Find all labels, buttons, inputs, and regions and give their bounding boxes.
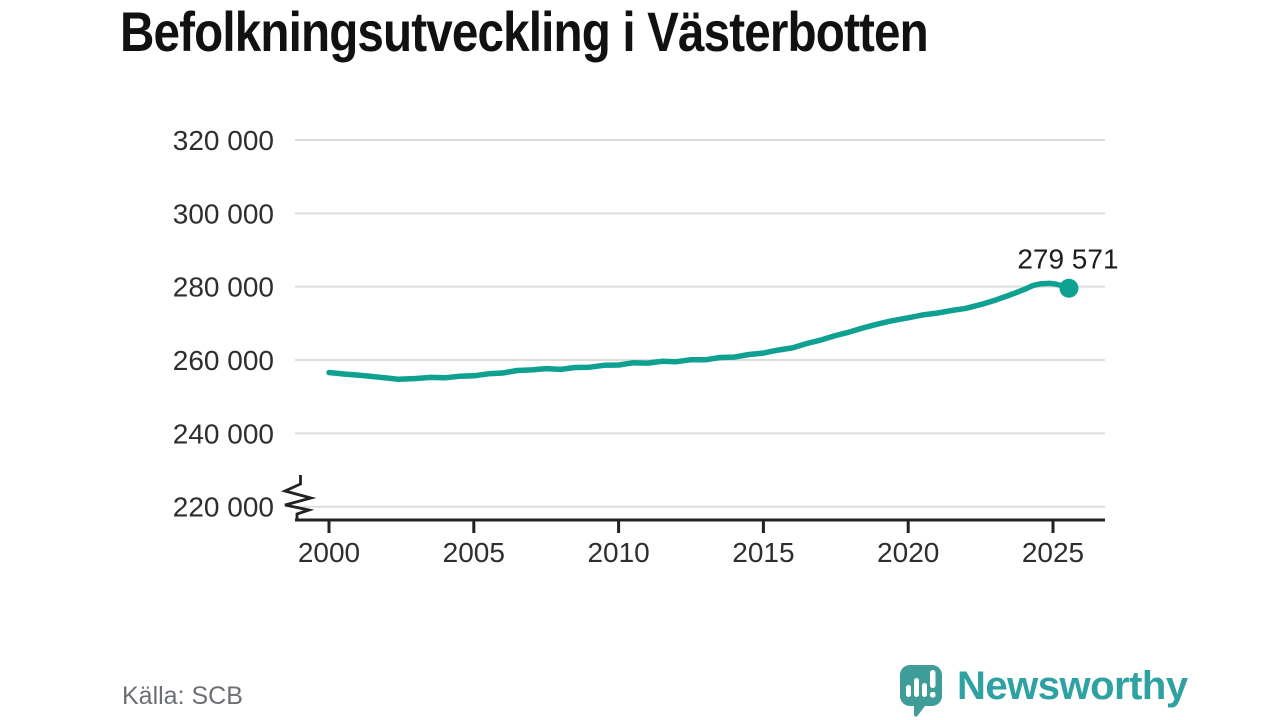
exclamation-glyph xyxy=(930,670,936,698)
end-value-label: 279 571 xyxy=(1017,243,1118,274)
source-note: Källa: SCB xyxy=(122,682,243,710)
newsworthy-logo: Newsworthy xyxy=(898,663,1188,720)
newsworthy-logo-icon xyxy=(900,665,942,717)
x-tick-label: 2010 xyxy=(587,537,649,568)
y-tick-label: 320 000 xyxy=(173,125,274,156)
y-tick-label: 220 000 xyxy=(173,492,274,523)
x-tick-label: 2000 xyxy=(298,537,360,568)
x-tick-label: 2005 xyxy=(443,537,505,568)
y-tick-label: 300 000 xyxy=(173,198,274,229)
newsworthy-wordmark: Newsworthy xyxy=(957,664,1188,708)
x-tick-label: 2025 xyxy=(1022,537,1084,568)
x-tick-label: 2015 xyxy=(732,537,794,568)
series-endpoint-dot xyxy=(1059,278,1079,298)
y-tick-label: 260 000 xyxy=(173,345,274,376)
chart-title: Befolkningsutveckling i Västerbotten xyxy=(120,0,929,63)
y-tick-label: 280 000 xyxy=(173,272,274,303)
x-tick-label: 2020 xyxy=(877,537,939,568)
population-line xyxy=(326,280,1072,383)
bar-chart-glyph xyxy=(906,678,927,697)
y-axis-break-icon xyxy=(280,475,317,520)
y-tick-label: 240 000 xyxy=(173,418,274,449)
